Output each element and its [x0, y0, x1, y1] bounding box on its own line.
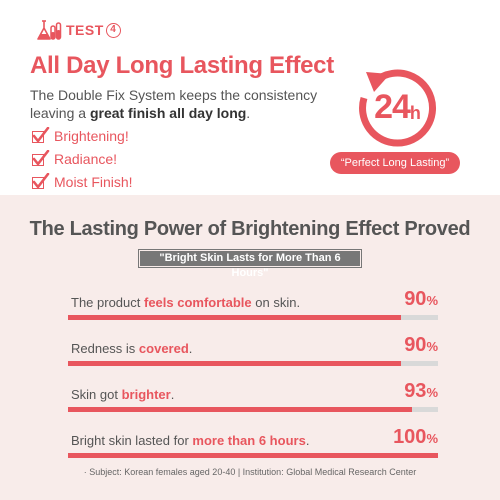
result-bar-fill [68, 315, 401, 320]
results-panel [0, 195, 500, 500]
flask-icon [37, 20, 62, 40]
result-label: Bright skin lasted for more than 6 hours… [71, 433, 310, 448]
result-bar-track [68, 315, 438, 320]
result-row: Redness is covered. 90% [68, 334, 438, 374]
result-highlight: feels comfortable [144, 295, 252, 310]
result-highlight: covered [138, 341, 189, 356]
description-line2-pre: leaving a [30, 105, 90, 121]
clock-number: 24 [374, 88, 411, 126]
result-label: Redness is covered. [71, 341, 193, 356]
test-label: TEST 4 [66, 22, 121, 38]
description-line2-bold: great finish all day long [89, 105, 247, 121]
result-bar-fill [68, 407, 413, 412]
result-row: The product feels comfortable on skin. 9… [68, 288, 438, 328]
checkbox-checked-icon [30, 149, 50, 168]
result-label: Skin got brighter. [71, 387, 175, 402]
clock-unit: h [409, 103, 421, 123]
section-title: The Lasting Power of Brightening Effect … [29, 218, 471, 240]
24h-clock-icon: 24 h [350, 60, 445, 155]
description: The Double Fix System keeps the consiste… [30, 86, 320, 122]
checkbox-checked-icon [30, 126, 50, 145]
perfect-lasting-badge: “Perfect Long Lasting” [330, 152, 460, 174]
benefit-label: Radiance! [54, 150, 118, 167]
result-row: Skin got brighter. 93% [68, 380, 438, 420]
result-bar-track [68, 407, 438, 412]
result-highlight: more than 6 hours [192, 433, 306, 448]
result-bar-fill [68, 361, 401, 366]
benefit-item: Radiance! [30, 147, 133, 170]
description-line1: The Double Fix System keeps the consiste… [30, 87, 318, 103]
clock-label: 24 h [350, 60, 445, 155]
result-percent: 90% [404, 334, 438, 356]
result-bar-track [68, 453, 438, 458]
benefit-label: Brightening! [54, 127, 129, 144]
test-label-text: TEST [66, 22, 104, 38]
footnote: · Subject: Korean females aged 20-40 | I… [83, 467, 417, 477]
result-bar-fill [68, 453, 438, 458]
result-bar-track [68, 361, 438, 366]
benefit-item: Brightening! [30, 124, 133, 147]
test-badge: TEST 4 [36, 18, 121, 42]
checkbox-checked-icon [30, 172, 50, 191]
result-highlight: brighter [121, 387, 171, 402]
section-subtitle: "Bright Skin Lasts for More Than 6 Hours… [140, 251, 360, 279]
test-number-badge: 4 [105, 22, 121, 38]
result-row: Bright skin lasted for more than 6 hours… [68, 426, 438, 466]
benefit-item: Moist Finish! [30, 170, 133, 193]
description-line2-post: . [246, 105, 251, 121]
benefit-label: Moist Finish! [54, 173, 133, 190]
result-percent: 100% [393, 426, 438, 448]
section-subtitle-box: "Bright Skin Lasts for More Than 6 Hours… [138, 249, 362, 279]
result-label: The product feels comfortable on skin. [71, 295, 301, 310]
result-percent: 93% [404, 380, 438, 402]
headline: All Day Long Lasting Effect [30, 52, 334, 79]
result-percent: 90% [404, 288, 438, 310]
benefit-list: Brightening! Radiance! Moist Finish! [30, 124, 133, 193]
